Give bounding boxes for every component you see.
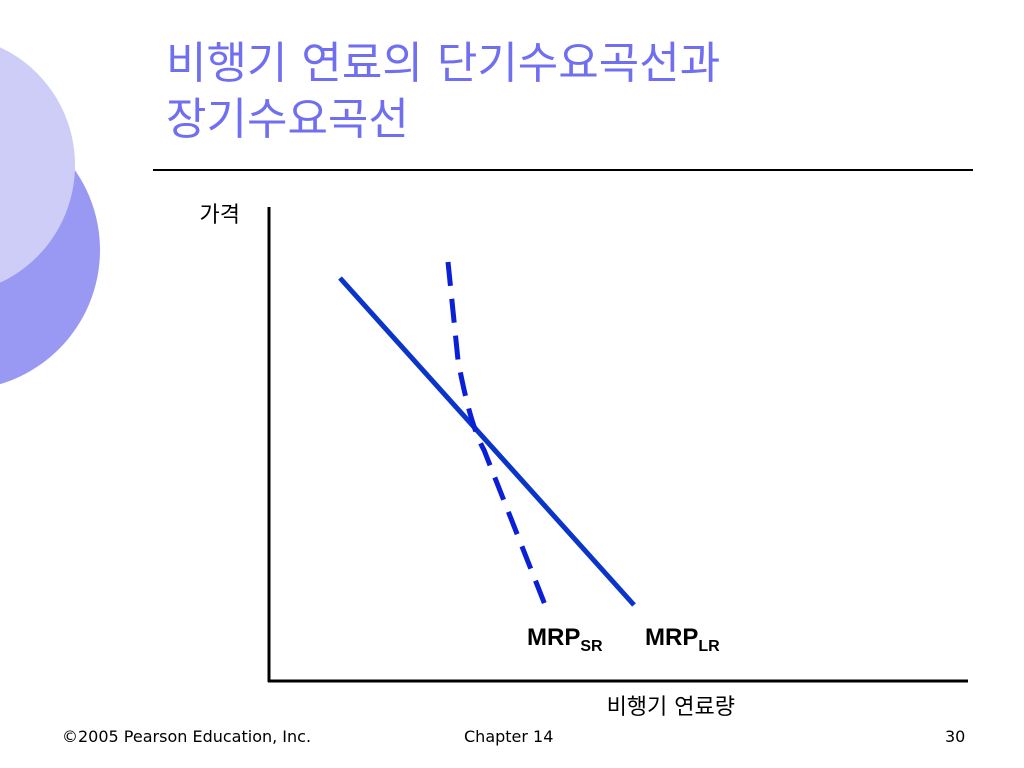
y-axis-label: 가격: [200, 203, 240, 228]
decorative-circle-light: [0, 47, 75, 283]
mrp-lr-label-base: MRP: [645, 624, 698, 651]
mrp-sr-label: MRPSR: [527, 624, 603, 655]
footer-chapter: Chapter 14: [464, 727, 554, 746]
slide-title-line-2: 장기수요곡선: [166, 94, 409, 145]
mrp-lr-curve: [338, 276, 636, 607]
mrp-lr-label-subscript: LR: [698, 638, 720, 655]
slide-title: 비행기 연료의 단기수요곡선과 장기수요곡선: [166, 36, 986, 148]
mrp-sr-label-base: MRP: [527, 624, 580, 651]
slide-title-line-1: 비행기 연료의 단기수요곡선과: [166, 38, 721, 89]
mrp-lr-label: MRPLR: [645, 624, 720, 655]
x-axis-label: 비행기 연료량: [607, 695, 735, 720]
decorative-circles: [0, 47, 100, 385]
mrp-sr-curve: [445, 261, 552, 616]
footer-page-number: 30: [945, 727, 966, 746]
title-divider: [153, 169, 973, 171]
mrp-sr-label-subscript: SR: [580, 638, 603, 655]
footer-copyright: ©2005 Pearson Education, Inc.: [62, 727, 312, 746]
